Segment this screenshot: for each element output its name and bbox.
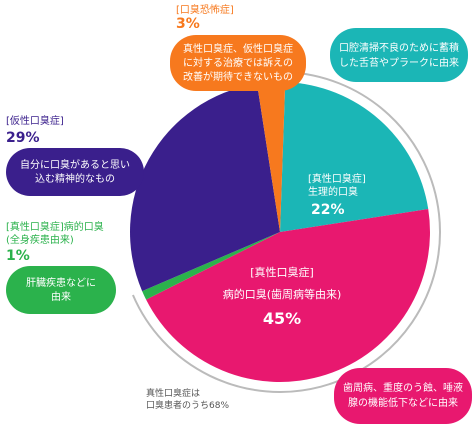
oral-desc-2: 腺の機能低下などに由来 <box>348 396 458 409</box>
systemic-callout: [真性口臭症]病的口臭 (全身疾患由来) 1% 肝臓疾患などに 由来 <box>6 220 116 314</box>
oral-bubble <box>334 368 472 424</box>
pie-slices <box>130 81 430 382</box>
systemic-desc-1: 肝臓疾患などに <box>26 276 96 289</box>
slice-pseudo <box>130 83 280 292</box>
oral-percent: 45% <box>263 309 301 328</box>
phobia-desc-2: に対する治療では訴えの <box>183 56 293 69</box>
physiological-subheader: 生理的口臭 <box>308 185 358 198</box>
phobia-callout: [口臭恐怖症] 3% 真性口臭症、仮性口臭症 に対する治療では訴えの 改善が期待… <box>170 3 306 91</box>
physiological-callout: 口腔清掃不良のために蓄積 した舌苔やプラークに由来 <box>330 28 468 82</box>
true-halitosis-note-1: 真性口臭症は <box>146 387 200 399</box>
pseudo-desc-1: 自分に口臭があると思い <box>20 158 130 171</box>
systemic-percent: 1% <box>6 248 30 264</box>
oral-subheader: 病的口臭(歯周病等由来) <box>223 287 342 301</box>
oral-callout: 歯周病、重度のう蝕、唾液 腺の機能低下などに由来 <box>334 368 472 424</box>
slice-systemic <box>142 232 280 300</box>
true-halitosis-note-2: 口臭患者のうち68% <box>146 399 229 411</box>
pseudo-header: [仮性口臭症] <box>6 114 64 127</box>
systemic-header: [真性口臭症]病的口臭 <box>6 220 104 233</box>
systemic-subheader: (全身疾患由来) <box>6 233 74 246</box>
slice-oral <box>146 209 430 382</box>
oral-desc-1: 歯周病、重度のう蝕、唾液 <box>343 381 463 394</box>
true-halitosis-bracket <box>132 71 441 393</box>
pseudo-percent: 29% <box>6 130 40 146</box>
phobia-desc-1: 真性口臭症、仮性口臭症 <box>183 42 293 55</box>
phobia-header: [口臭恐怖症] <box>176 3 234 16</box>
phobia-percent: 3% <box>176 16 200 32</box>
slice-phobia <box>257 81 286 233</box>
phobia-desc-3: 改善が期待できないもの <box>183 70 293 83</box>
systemic-desc-2: 由来 <box>51 290 71 303</box>
oral-header: [真性口臭症] <box>250 265 314 279</box>
physiological-desc-2: した舌苔やプラークに由来 <box>339 56 459 69</box>
pseudo-callout: [仮性口臭症] 29% 自分に口臭があると思い 込む精神的なもの <box>6 114 144 196</box>
physiological-percent: 22% <box>311 202 345 218</box>
pseudo-bubble <box>6 148 144 196</box>
phobia-bubble <box>170 35 306 91</box>
physiological-bubble <box>330 28 468 82</box>
pseudo-desc-2: 込む精神的なもの <box>35 172 115 185</box>
systemic-bubble <box>6 266 116 314</box>
physiological-desc-1: 口腔清掃不良のために蓄積 <box>339 41 459 54</box>
slice-physiological <box>280 82 429 232</box>
physiological-header: [真性口臭症] <box>308 172 366 185</box>
